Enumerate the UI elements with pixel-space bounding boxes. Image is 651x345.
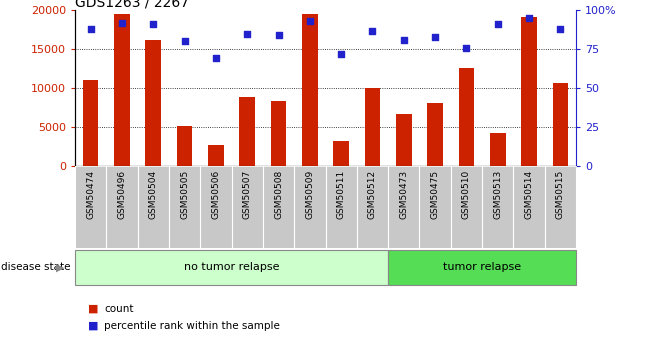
- Text: GSM50508: GSM50508: [274, 170, 283, 219]
- Point: [462, 45, 472, 50]
- Text: GSM50504: GSM50504: [148, 170, 158, 219]
- Text: disease state: disease state: [1, 263, 71, 272]
- Text: count: count: [104, 304, 133, 314]
- Point: [555, 26, 566, 32]
- Bar: [333, 141, 349, 166]
- Text: GSM50506: GSM50506: [212, 170, 220, 219]
- Point: [430, 34, 440, 40]
- Text: ■: ■: [88, 304, 98, 314]
- Bar: [427, 103, 443, 166]
- Text: GSM50505: GSM50505: [180, 170, 189, 219]
- Bar: [521, 17, 537, 166]
- Point: [242, 31, 253, 37]
- Bar: [396, 114, 411, 166]
- Point: [179, 39, 189, 44]
- Bar: [240, 97, 255, 166]
- Point: [305, 19, 315, 24]
- Text: GSM50507: GSM50507: [243, 170, 252, 219]
- Bar: [271, 101, 286, 166]
- Bar: [388, 250, 576, 285]
- Point: [117, 20, 127, 26]
- Bar: [553, 83, 568, 166]
- Text: tumor relapse: tumor relapse: [443, 263, 521, 272]
- Point: [211, 56, 221, 61]
- Bar: [208, 146, 224, 166]
- Point: [493, 21, 503, 27]
- Text: GSM50513: GSM50513: [493, 170, 503, 219]
- Point: [273, 32, 284, 38]
- Text: GSM50509: GSM50509: [305, 170, 314, 219]
- Point: [336, 51, 346, 57]
- Text: GDS1263 / 2267: GDS1263 / 2267: [75, 0, 189, 9]
- Text: ▶: ▶: [55, 263, 64, 272]
- Text: GSM50512: GSM50512: [368, 170, 377, 219]
- Text: GSM50514: GSM50514: [525, 170, 534, 219]
- Text: GSM50511: GSM50511: [337, 170, 346, 219]
- Bar: [302, 14, 318, 166]
- Text: GSM50515: GSM50515: [556, 170, 565, 219]
- Bar: [365, 88, 380, 166]
- Point: [367, 28, 378, 33]
- Bar: [145, 40, 161, 166]
- Point: [148, 21, 158, 27]
- Bar: [114, 14, 130, 166]
- Text: GSM50475: GSM50475: [431, 170, 439, 219]
- Text: GSM50473: GSM50473: [399, 170, 408, 219]
- Point: [524, 15, 534, 21]
- Bar: [75, 250, 388, 285]
- Text: GSM50496: GSM50496: [117, 170, 126, 219]
- Bar: [83, 80, 98, 166]
- Text: GSM50474: GSM50474: [86, 170, 95, 219]
- Text: percentile rank within the sample: percentile rank within the sample: [104, 321, 280, 331]
- Bar: [490, 133, 506, 166]
- Text: no tumor relapse: no tumor relapse: [184, 263, 279, 272]
- Bar: [176, 126, 192, 166]
- Text: GSM50510: GSM50510: [462, 170, 471, 219]
- Bar: [459, 68, 475, 166]
- Point: [398, 37, 409, 43]
- Point: [85, 26, 96, 32]
- Text: ■: ■: [88, 321, 98, 331]
